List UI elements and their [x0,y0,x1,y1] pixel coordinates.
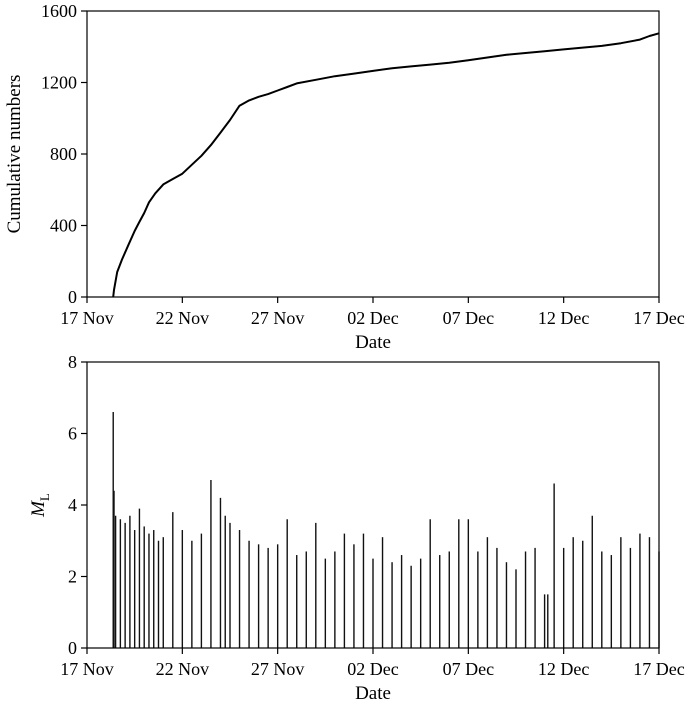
y-tick-label-2: 800 [50,144,77,164]
x-tick-label-2: 27 Nov [251,659,305,679]
y-axis-label-subscript: L [37,493,52,501]
y-tick-label-2: 4 [68,495,77,515]
y-axis-label: ML [28,493,52,518]
y-axis-label: Cumulative numbers [4,75,25,234]
y-tick-label-4: 8 [68,352,77,372]
x-tick-label-5: 12 Dec [538,659,589,679]
y-axis-label-main: M [28,500,49,518]
x-tick-label-1: 22 Nov [156,659,210,679]
y-tick-label-3: 6 [68,424,77,444]
y-tick-label-1: 2 [68,567,77,587]
y-tick-label-0: 0 [68,287,77,307]
y-tick-label-3: 1200 [41,73,77,93]
x-tick-label-0: 17 Nov [60,308,114,328]
cumulative-numbers-chart: 0 400 800 1200 1600 17 Nov 22 Nov 27 Nov 02 Dec 0… [4,1,685,353]
x-tick-label-2: 27 Nov [251,308,305,328]
x-axis-label: Date [355,683,391,704]
x-tick-label-5: 12 Dec [538,308,589,328]
x-tick-label-3: 02 Dec [347,308,398,328]
y-tick-label-1: 400 [50,216,77,236]
x-tick-label-1: 22 Nov [156,308,210,328]
x-tick-label-3: 02 Dec [347,659,398,679]
x-tick-label-6: 17 Dec [633,659,684,679]
series-line-0 [112,32,660,298]
x-axis-label: Date [355,332,391,353]
magnitude-chart: 0 2 4 6 8 17 Nov 22 Nov 27 Nov 02 Dec 07 Dec 12 De… [28,352,685,704]
x-tick-label-4: 07 Dec [443,659,494,679]
x-tick-label-6: 17 Dec [633,308,684,328]
x-tick-label-4: 07 Dec [443,308,494,328]
y-tick-label-4: 1600 [41,1,77,21]
plot-frame [86,10,660,298]
x-tick-label-0: 17 Nov [60,659,114,679]
y-tick-label-0: 0 [68,638,77,658]
